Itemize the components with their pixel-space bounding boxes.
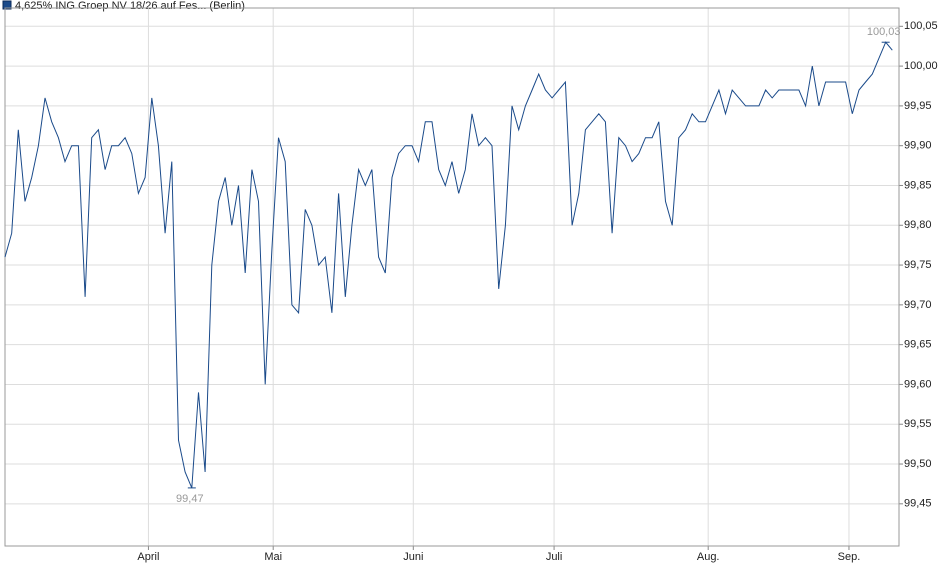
chart-title: 4,625% ING Groep NV 18/26 auf Fes... (Be…: [15, 0, 245, 12]
y-tick-label: 99,50: [904, 458, 932, 470]
y-tick-label: 99,60: [904, 378, 932, 390]
plot-frame: [4, 7, 900, 547]
y-tick-label: 99,90: [904, 140, 932, 152]
x-tick-label: Aug.: [697, 551, 720, 563]
y-tick-label: 99,45: [904, 498, 932, 510]
y-tick-label: 99,80: [904, 219, 932, 231]
annotation: 99,47: [176, 493, 204, 505]
x-tick-label: Sep.: [838, 551, 861, 563]
y-tick-label: 99,55: [904, 418, 932, 430]
annotation: 100,03: [867, 26, 901, 38]
y-tick-label: 99,65: [904, 339, 932, 351]
x-tick-label: April: [137, 551, 159, 563]
y-tick-label: 99,95: [904, 100, 932, 112]
y-tick-label: 99,75: [904, 259, 932, 271]
y-tick-label: 99,85: [904, 179, 932, 191]
y-tick-label: 99,70: [904, 299, 932, 311]
y-tick-label: 100,05: [904, 20, 938, 32]
y-tick-label: 100,00: [904, 60, 938, 72]
x-tick-label: Mai: [264, 551, 282, 563]
x-tick-label: Juni: [403, 551, 423, 563]
x-tick-label: Juli: [546, 551, 563, 563]
legend-swatch: [2, 0, 12, 10]
price-line: [4, 41, 893, 489]
